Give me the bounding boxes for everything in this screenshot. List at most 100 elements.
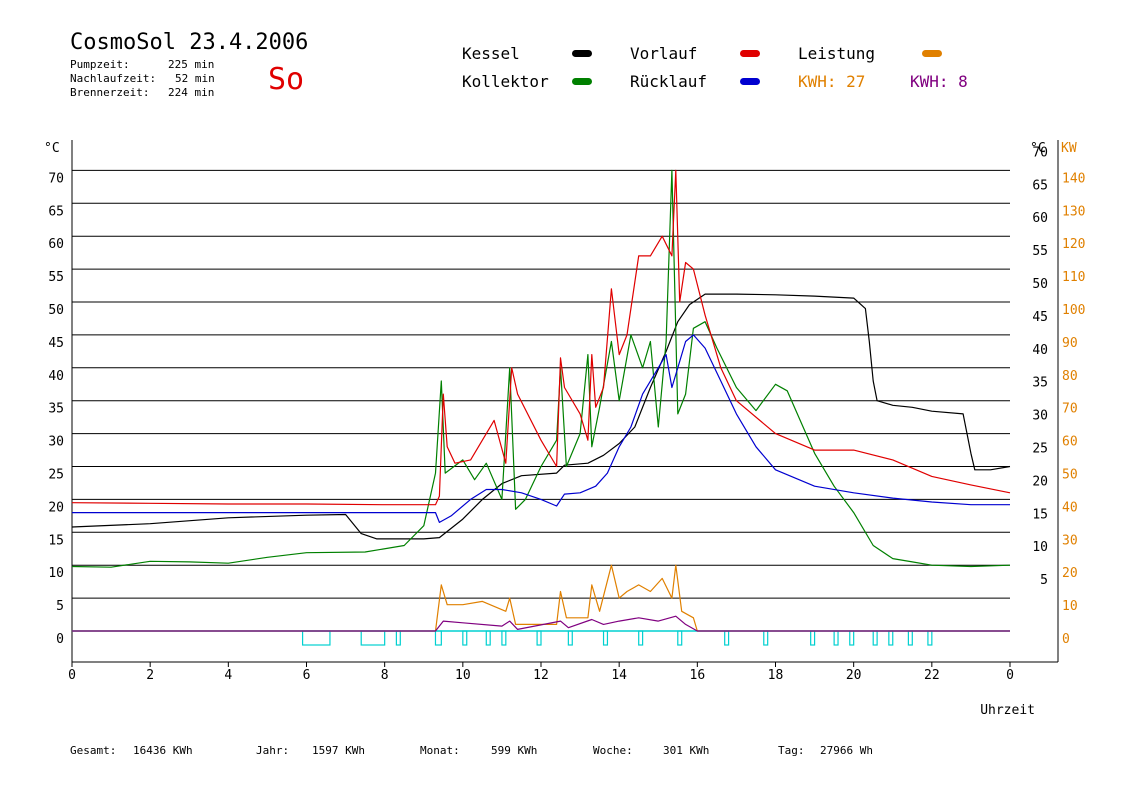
footer-monat-label: Monat: bbox=[420, 744, 460, 757]
pump-segment bbox=[567, 630, 573, 646]
footer-gesamt-value: 16436 KWh bbox=[133, 744, 193, 757]
pump-segment bbox=[849, 630, 855, 646]
y-tick-label: 45 bbox=[48, 336, 64, 351]
pump-segment bbox=[677, 630, 683, 646]
pump-segment bbox=[810, 630, 816, 646]
series-line-leistung bbox=[72, 564, 1010, 632]
y-tick-label: 15 bbox=[48, 533, 64, 548]
x-tick-label: 2 bbox=[146, 668, 154, 683]
pump-time-label: Pumpzeit: bbox=[70, 58, 130, 71]
y-tick-label-right: 15 bbox=[1032, 507, 1048, 522]
series-line-kollektor bbox=[71, 169, 1011, 568]
y-axis-label: °C bbox=[44, 141, 60, 156]
y-tick-label-right: 10 bbox=[1032, 540, 1048, 555]
y-tick-label-right: 70 bbox=[1032, 145, 1048, 160]
kw-tick-label: 140 bbox=[1062, 171, 1085, 186]
y-tick-label-right: 65 bbox=[1032, 178, 1048, 193]
legend-leistung: Leistung bbox=[798, 44, 876, 63]
kw-tick-label: 90 bbox=[1062, 336, 1078, 351]
x-tick-label: 16 bbox=[690, 668, 706, 683]
legend-vorlauf-swatch bbox=[740, 50, 760, 57]
y-tick-label-right: 45 bbox=[1032, 310, 1048, 325]
kw-tick-label: 80 bbox=[1062, 369, 1078, 384]
x-axis-label: Uhrzeit bbox=[980, 703, 1035, 718]
pump-segment bbox=[907, 630, 913, 646]
x-tick-label: 12 bbox=[533, 668, 549, 683]
y-tick-label: 35 bbox=[48, 402, 64, 417]
kw-tick-label: 70 bbox=[1062, 402, 1078, 417]
legend-leistung-swatch bbox=[922, 50, 942, 57]
kw-tick-label: 120 bbox=[1062, 237, 1085, 252]
pump-segment bbox=[434, 630, 442, 646]
kw-axis-label: KW bbox=[1061, 141, 1077, 156]
footer-tag-label: Tag: bbox=[778, 744, 805, 757]
kw-tick-label: 50 bbox=[1062, 468, 1078, 483]
nachlauf-time-label: Nachlaufzeit: bbox=[70, 72, 157, 85]
legend-kwh-purple: KWH: 8 bbox=[910, 72, 968, 91]
y-tick-label: 25 bbox=[48, 468, 64, 483]
series-line-r-cklauf bbox=[72, 334, 1010, 523]
series-line-kessel bbox=[71, 293, 1011, 540]
pump-segment bbox=[833, 630, 839, 646]
x-tick-label: 6 bbox=[303, 668, 311, 683]
burner-time-value: 224 min bbox=[168, 86, 215, 99]
kw-tick-label: 0 bbox=[1062, 632, 1070, 647]
legend-kessel-swatch bbox=[572, 50, 592, 57]
kw-tick-label: 130 bbox=[1062, 204, 1085, 219]
pump-segment bbox=[395, 630, 401, 646]
series-line-leistung-2 bbox=[72, 615, 1010, 632]
y-tick-label: 50 bbox=[48, 303, 64, 318]
pump-segment bbox=[724, 630, 730, 646]
y-tick-label: 5 bbox=[56, 599, 64, 614]
y-axis-label-right: °C bbox=[1030, 141, 1046, 156]
y-tick-label-right: 50 bbox=[1032, 277, 1048, 292]
kw-tick-label: 40 bbox=[1062, 500, 1078, 515]
pump-time-value: 225 min bbox=[168, 58, 215, 71]
kw-tick-label: 100 bbox=[1062, 303, 1085, 318]
chart-title: CosmoSol 23.4.2006 bbox=[70, 30, 309, 55]
kw-tick-label: 20 bbox=[1062, 566, 1078, 581]
legend-kessel: Kessel bbox=[462, 44, 520, 63]
x-tick-label: 14 bbox=[611, 668, 627, 683]
kw-tick-label: 30 bbox=[1062, 533, 1078, 548]
y-tick-label-right: 20 bbox=[1032, 474, 1048, 489]
x-tick-label: 10 bbox=[455, 668, 471, 683]
footer-gesamt-label: Gesamt: bbox=[70, 744, 117, 757]
legend-vorlauf: Vorlauf bbox=[630, 44, 698, 63]
footer-woche-label: Woche: bbox=[593, 744, 633, 757]
legend-kwh-orange: KWH: 27 bbox=[798, 72, 866, 91]
pump-segment bbox=[536, 630, 542, 646]
legend-kollektor: Kollektor bbox=[462, 72, 549, 91]
y-tick-label: 65 bbox=[48, 204, 64, 219]
legend-ruecklauf-swatch bbox=[740, 78, 760, 85]
legend-ruecklauf: Rücklauf bbox=[630, 72, 708, 91]
footer-tag-value: 27966 Wh bbox=[820, 744, 873, 757]
pump-segment bbox=[301, 630, 331, 646]
y-tick-label: 40 bbox=[48, 369, 64, 384]
nachlauf-time-value: 52 min bbox=[175, 72, 215, 85]
y-tick-label-right: 40 bbox=[1032, 343, 1048, 358]
kw-tick-label: 60 bbox=[1062, 435, 1078, 450]
y-tick-label-right: 55 bbox=[1032, 244, 1048, 259]
y-tick-label-right: 30 bbox=[1032, 409, 1048, 424]
footer-jahr-value: 1597 KWh bbox=[312, 744, 365, 757]
kw-tick-label: 10 bbox=[1062, 599, 1078, 614]
footer-jahr-label: Jahr: bbox=[256, 744, 290, 757]
footer-woche-value: 301 KWh bbox=[663, 744, 710, 757]
pump-segment bbox=[360, 630, 386, 646]
x-tick-label: 0 bbox=[68, 668, 76, 683]
y-tick-label: 70 bbox=[48, 171, 64, 186]
pump-segment bbox=[501, 630, 507, 646]
weekday-label: So bbox=[268, 62, 305, 97]
pump-segment bbox=[872, 630, 878, 646]
y-tick-label-right: 5 bbox=[1040, 573, 1048, 588]
y-tick-label: 10 bbox=[48, 566, 64, 581]
y-tick-label: 55 bbox=[48, 270, 64, 285]
legend-kollektor-swatch bbox=[572, 78, 592, 85]
kw-tick-label: 110 bbox=[1062, 270, 1085, 285]
y-tick-label: 0 bbox=[56, 632, 64, 647]
pump-segment bbox=[485, 630, 491, 646]
y-tick-label: 20 bbox=[48, 500, 64, 515]
x-tick-label: 18 bbox=[768, 668, 784, 683]
